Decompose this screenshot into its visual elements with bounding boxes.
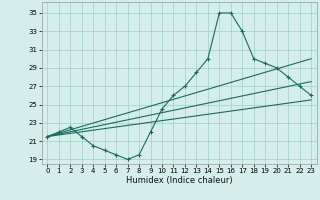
X-axis label: Humidex (Indice chaleur): Humidex (Indice chaleur) (126, 176, 233, 185)
